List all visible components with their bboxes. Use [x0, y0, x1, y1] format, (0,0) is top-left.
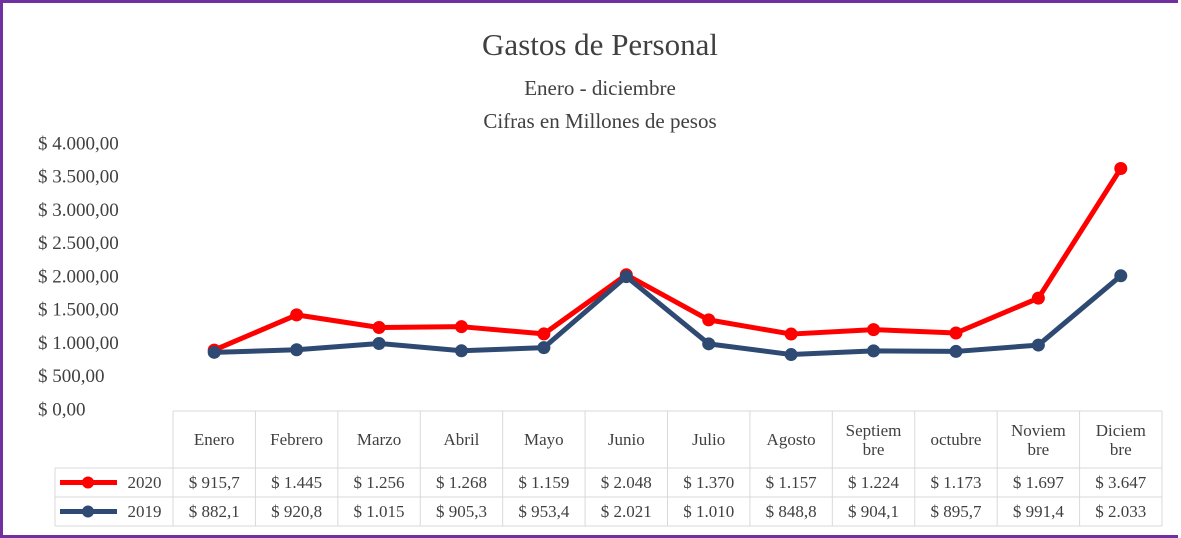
y-tick-label: $ 2.000,00	[38, 266, 119, 287]
data-point	[454, 344, 468, 358]
data-label: $ 1.697	[1012, 473, 1064, 492]
y-tick-label: $ 3.500,00	[38, 167, 119, 188]
y-tick-label: $ 3.000,00	[38, 200, 119, 221]
data-point	[702, 337, 716, 351]
data-label: $ 2.048	[600, 473, 652, 492]
x-tick-label: Septiembre	[845, 420, 902, 459]
data-label: $ 1.015	[353, 502, 405, 521]
x-tick-label: Agosto	[766, 430, 816, 449]
data-point	[537, 327, 551, 341]
legend-marker	[82, 476, 94, 489]
data-point	[784, 348, 798, 362]
data-point	[1114, 161, 1128, 175]
x-tick-label: Febrero	[270, 430, 324, 449]
data-point	[867, 344, 881, 358]
x-tick-label: Abril	[443, 430, 480, 449]
data-point	[290, 343, 304, 357]
data-label: $ 915,7	[188, 473, 240, 492]
chart-subtitle: Cifras en Millones de pesos	[483, 109, 716, 133]
legend-label: 2020	[127, 473, 162, 492]
data-point	[537, 341, 551, 355]
y-tick-label: $ 0,00	[38, 399, 86, 420]
data-label: $ 920,8	[271, 502, 323, 521]
data-label: $ 1.370	[683, 473, 735, 492]
x-tick-label: Junio	[607, 430, 645, 449]
x-tick-label: Diciembre	[1095, 420, 1146, 459]
data-label: $ 904,1	[848, 502, 900, 521]
data-label: $ 1.159	[518, 473, 570, 492]
data-label: $ 2.021	[600, 502, 652, 521]
data-label: $ 1.224	[848, 473, 900, 492]
data-label: $ 991,4	[1012, 502, 1064, 521]
data-point	[207, 345, 221, 359]
data-label: $ 1.268	[435, 473, 487, 492]
data-point	[949, 326, 963, 340]
data-point	[372, 320, 386, 334]
x-tick-label: Marzo	[356, 430, 402, 449]
x-tick-label: octubre	[930, 430, 982, 449]
x-tick-label: Noviembre	[1010, 420, 1066, 459]
data-point	[784, 327, 798, 341]
data-point	[619, 270, 633, 284]
data-point	[949, 344, 963, 358]
data-point	[372, 337, 386, 351]
data-point	[1031, 338, 1045, 352]
data-label: $ 1.157	[765, 473, 817, 492]
legend-label: 2019	[127, 502, 162, 521]
y-tick-label: $ 2.500,00	[38, 233, 119, 254]
y-tick-label: $ 1.000,00	[38, 333, 119, 354]
data-label: $ 3.647	[1095, 473, 1147, 492]
y-tick-label: $ 500,00	[38, 366, 105, 387]
data-label: $ 1.445	[271, 473, 323, 492]
data-label: $ 895,7	[930, 502, 982, 521]
data-label: $ 882,1	[188, 502, 240, 521]
data-label: $ 1.256	[353, 473, 405, 492]
data-label: $ 1.173	[930, 473, 982, 492]
chart-subtitle: Enero - diciembre	[524, 76, 676, 100]
series-line	[214, 273, 1123, 358]
data-point	[867, 323, 881, 337]
legend-marker	[82, 505, 94, 518]
x-tick-label: Julio	[692, 430, 726, 449]
data-label: $ 848,8	[765, 502, 817, 521]
data-point	[454, 320, 468, 334]
series-line	[213, 167, 1123, 353]
x-tick-label: Mayo	[524, 430, 564, 449]
data-label: $ 905,3	[435, 502, 487, 521]
y-tick-label: $ 1.500,00	[38, 300, 119, 321]
y-tick-label: $ 4.000,00	[38, 133, 119, 154]
data-label: $ 953,4	[518, 502, 570, 521]
data-label: $ 1.010	[683, 502, 735, 521]
data-point	[1114, 269, 1128, 283]
data-point	[1031, 291, 1045, 305]
data-label: $ 2.033	[1095, 502, 1147, 521]
chart-title: Gastos de Personal	[482, 27, 718, 62]
data-point	[290, 308, 304, 322]
data-point	[702, 313, 716, 327]
x-tick-label: Enero	[193, 430, 235, 449]
